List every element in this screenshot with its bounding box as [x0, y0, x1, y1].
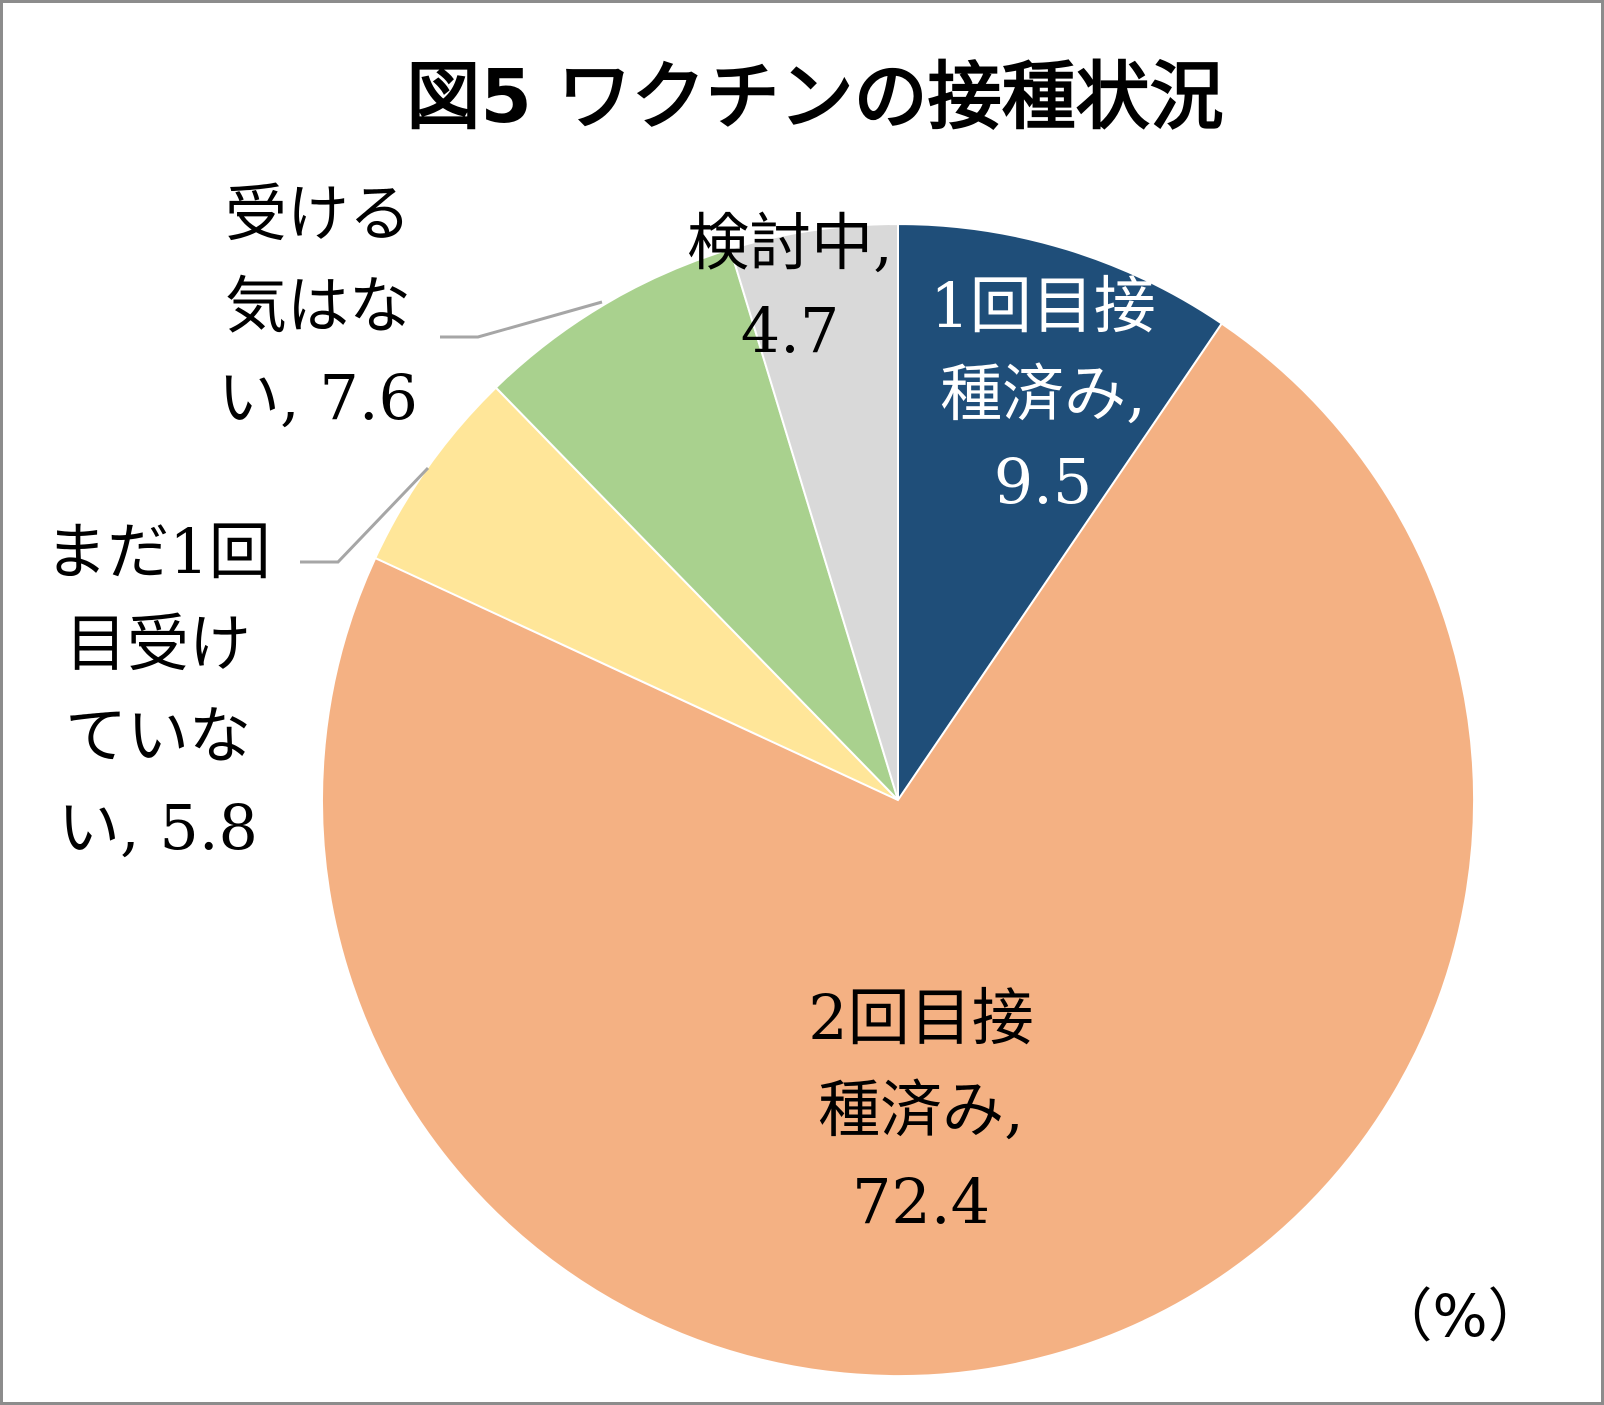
slice-label-4-line-1: 受ける	[225, 177, 411, 250]
slice-label-2: 2回目接種済み, 72.4	[808, 981, 1033, 1238]
slice-label-5-line-2: 4.7	[741, 294, 840, 367]
pie-slice-2	[321, 322, 1475, 1377]
leader-line-4	[440, 300, 603, 339]
leader-lines	[300, 300, 603, 564]
slice-label-2-line-2: 種済み,	[818, 1073, 1024, 1146]
slice-label-1-line-3: 9.5	[994, 445, 1093, 518]
slice-label-5-line-1: 検討中,	[687, 206, 893, 279]
slice-label-3-line-2: 目受け	[65, 607, 251, 680]
slice-label-2-line-1: 2回目接	[808, 981, 1033, 1054]
slice-label-1: 1回目接種済み, 9.5	[930, 269, 1155, 518]
unit-note: （%）	[1374, 1282, 1545, 1350]
pie-slice-4	[494, 247, 899, 801]
pie-slice-3	[373, 386, 899, 801]
pie-slices	[321, 222, 1475, 1377]
slice-label-3: まだ1回目受けていない, 5.8	[45, 515, 270, 864]
slice-label-1-line-2: 種済み,	[940, 357, 1146, 430]
chart-title: 図5 ワクチンの接種状況	[406, 54, 1223, 140]
slice-label-4-line-3: い, 7.6	[218, 361, 418, 434]
slice-label-3-line-3: ていな	[65, 699, 251, 772]
slice-label-3-line-4: い, 5.8	[58, 791, 258, 864]
leader-line-3	[300, 466, 430, 564]
slice-label-2-line-3: 72.4	[852, 1165, 990, 1238]
slice-label-3-line-1: まだ1回	[45, 515, 270, 588]
slice-label-5: 検討中, 4.7	[687, 206, 893, 367]
pie-slice-1	[897, 222, 1224, 804]
slice-label-4-line-2: 気はな	[225, 269, 411, 342]
slice-label-4: 受ける気はない, 7.6	[218, 177, 418, 434]
pie-slice-5	[729, 222, 899, 801]
slice-label-1-line-1: 1回目接	[930, 269, 1155, 342]
